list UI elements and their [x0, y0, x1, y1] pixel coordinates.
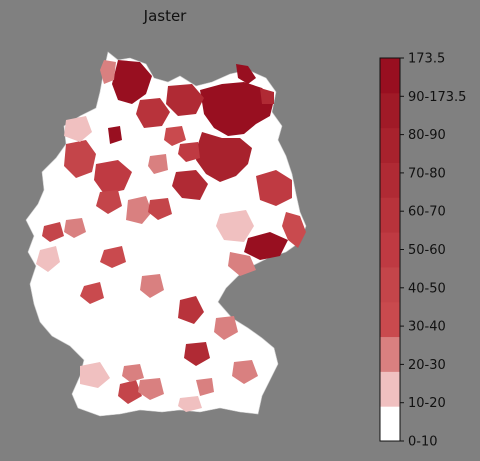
- legend-tick-label: 50-60: [408, 243, 446, 258]
- legend-band-2: [380, 336, 400, 372]
- region-bayern-east: [214, 316, 238, 340]
- legend-tick-label: 30-40: [408, 320, 446, 335]
- region-sachsen-anhalt: [172, 170, 208, 200]
- legend-band-6: [380, 197, 400, 233]
- region-niedersachsen-west: [64, 140, 96, 178]
- region-bremen: [108, 126, 122, 144]
- region-saar: [80, 282, 104, 304]
- region-mv-east: [200, 82, 274, 136]
- region-harz: [148, 198, 172, 220]
- region-hessen-south: [140, 274, 164, 298]
- legend-tick-label: 10-20: [408, 396, 446, 411]
- region-sh-north: [112, 60, 152, 104]
- legend-tick-label: 173.5: [408, 52, 445, 67]
- legend-tick-label: 80-90: [408, 128, 446, 143]
- legend-tick-label: 20-30: [408, 358, 446, 373]
- legend-band-3: [380, 301, 400, 338]
- legend-band-4: [380, 266, 400, 303]
- region-brandenburg-south: [256, 170, 292, 206]
- region-emsland: [64, 116, 92, 142]
- region-mv-west: [166, 84, 204, 116]
- region-brandenburg: [196, 132, 252, 182]
- region-bw-north: [122, 364, 144, 382]
- legend-tick-label: 70-80: [408, 166, 446, 181]
- region-lausitz: [282, 212, 306, 248]
- region-bayern-mid: [184, 342, 210, 366]
- legend-band-1: [380, 371, 400, 407]
- region-rlp: [100, 246, 126, 268]
- region-magdeburg: [148, 154, 168, 174]
- region-franken: [178, 296, 204, 324]
- legend-band-10: [380, 58, 400, 94]
- region-nrw-mid: [64, 218, 86, 238]
- region-niedersachsen-mid: [94, 160, 132, 194]
- region-sachsen-east: [244, 232, 288, 260]
- legend-tick-label: 0-10: [408, 435, 438, 450]
- region-nrw-south: [36, 246, 60, 272]
- region-hessen: [126, 196, 152, 224]
- legend-tick-label: 60-70: [408, 205, 446, 220]
- legend-ticks: 0-10 10-20 20-30 30-40 40-50 50-60 60-70 70-80 8…: [400, 52, 466, 450]
- region-uckermark: [260, 88, 274, 104]
- region-north-sea: [100, 60, 116, 84]
- legend-bands: [380, 58, 400, 442]
- legend-band-8: [380, 127, 400, 163]
- region-niederbayern: [196, 378, 214, 396]
- legend-band-0: [380, 406, 400, 442]
- region-bw-mid: [118, 380, 142, 404]
- region-oberbayern: [178, 396, 202, 412]
- region-thueringen: [216, 210, 254, 242]
- region-prignitz: [178, 142, 200, 162]
- legend-tick-label: 90-173.5: [408, 90, 466, 105]
- region-bw-south: [80, 362, 110, 388]
- region-bayern-south: [232, 360, 258, 384]
- map-title: Jaster: [143, 7, 187, 25]
- legend-band-7: [380, 162, 400, 198]
- region-sachsen-west: [228, 252, 256, 276]
- region-allgaeu: [138, 378, 164, 400]
- region-nrw-east: [96, 190, 122, 214]
- legend-band-9: [380, 92, 400, 129]
- region-ostholstein: [164, 126, 186, 146]
- region-vorpommern: [236, 64, 256, 84]
- region-ruhr: [42, 222, 64, 242]
- region-sh-south: [136, 98, 170, 128]
- legend-band-5: [380, 232, 400, 268]
- legend-tick-label: 40-50: [408, 281, 446, 296]
